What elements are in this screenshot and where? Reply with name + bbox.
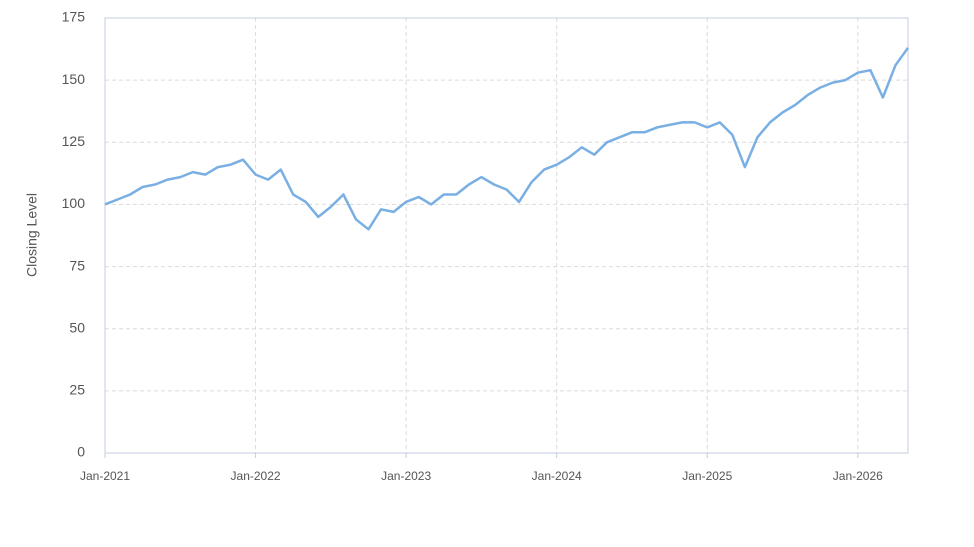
y-tick-label: 75 bbox=[69, 257, 85, 273]
x-tick-label: Jan-2026 bbox=[833, 469, 883, 483]
x-tick-label: Jan-2021 bbox=[80, 469, 130, 483]
y-tick-label: 175 bbox=[62, 9, 86, 25]
y-tick-label: 25 bbox=[69, 382, 85, 398]
plot-border bbox=[104, 17, 909, 454]
price-line bbox=[104, 47, 910, 231]
x-tick-label: Jan-2023 bbox=[381, 469, 431, 483]
x-tick-label: Jan-2022 bbox=[231, 469, 281, 483]
x-tick-label: Jan-2025 bbox=[682, 469, 732, 483]
y-tick-label: 150 bbox=[62, 71, 86, 87]
y-tick-label: 100 bbox=[62, 195, 86, 211]
y-tick-label: 125 bbox=[62, 133, 86, 149]
x-tick-label: Jan-2024 bbox=[532, 469, 582, 483]
y-tick-label: 0 bbox=[77, 444, 85, 460]
y-tick-label: 50 bbox=[69, 319, 85, 335]
y-axis-label: Closing Level bbox=[24, 193, 40, 277]
